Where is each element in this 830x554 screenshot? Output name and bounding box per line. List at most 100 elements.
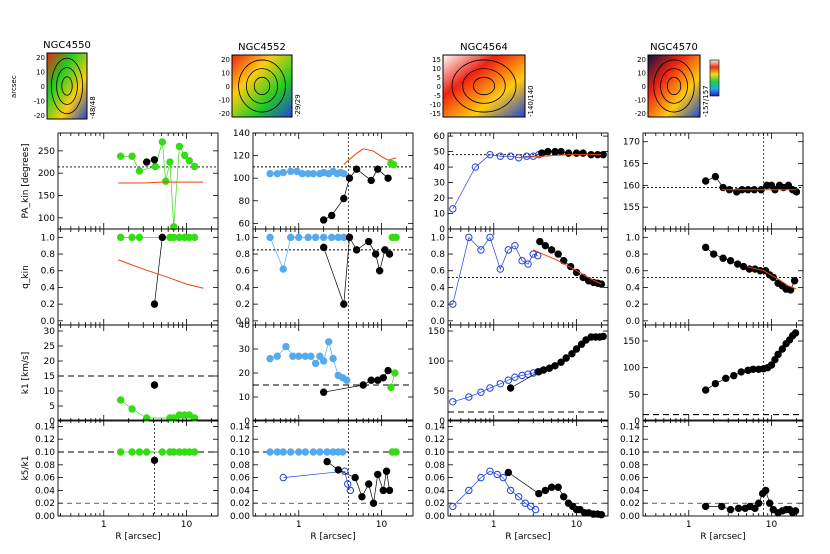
- y-tick-label: 0.08: [35, 461, 55, 471]
- y-tick-label: 0.02: [620, 499, 640, 509]
- isophote-contour: [660, 68, 688, 104]
- y-tick-label: 60: [434, 132, 446, 142]
- y-tick-label: 0: [244, 417, 250, 427]
- data-point: [359, 381, 367, 389]
- series-connector: [452, 154, 539, 210]
- data-point: [387, 383, 395, 392]
- y-tick-label: 0.12: [620, 435, 640, 445]
- data-point: [304, 233, 312, 242]
- y-tick-label: 0.0: [236, 317, 251, 327]
- y-tick-label: 0.00: [425, 512, 445, 522]
- series-connector: [154, 237, 163, 305]
- series-connector: [269, 236, 344, 271]
- y-tick-label: 150: [38, 192, 55, 202]
- y-tick-label: 1.0: [626, 233, 641, 243]
- x-tick-label: 10: [571, 520, 583, 530]
- map-tick-label: 20: [637, 56, 646, 64]
- y-tick-label: 0.14: [620, 422, 640, 432]
- data-point: [150, 381, 159, 389]
- data-point: [116, 152, 125, 160]
- y-axis-label: q_kin: [21, 265, 31, 289]
- data-point: [389, 160, 398, 169]
- y-tick-label: 50: [434, 148, 446, 158]
- data-point: [465, 393, 473, 401]
- y-tick-label: 100: [428, 357, 445, 367]
- map-tick-label: 10: [221, 70, 230, 78]
- data-point: [158, 233, 167, 242]
- data-point: [709, 250, 718, 258]
- y-tick-label: 0.6: [626, 267, 641, 277]
- panel-frame: [57, 132, 219, 230]
- y-tick-label: 0.04: [230, 486, 250, 496]
- data-point: [371, 250, 380, 258]
- y-tick-label: 10: [44, 387, 56, 397]
- y-tick-label: 50: [629, 390, 641, 400]
- y-tick-label: 0.14: [230, 422, 250, 432]
- y-tick-label: 1.0: [236, 233, 251, 243]
- y-tick-label: 0.00: [35, 512, 55, 522]
- data-point: [701, 502, 710, 511]
- y-tick-label: 10: [434, 210, 446, 220]
- data-point: [506, 152, 515, 160]
- data-point: [352, 246, 361, 254]
- data-point: [301, 448, 310, 456]
- x-tick-label: 1: [296, 520, 302, 530]
- data-point: [367, 376, 375, 384]
- data-point: [504, 376, 513, 384]
- isophote-contour: [653, 59, 695, 113]
- y-tick-label: 0.12: [35, 435, 55, 445]
- map-tick-label: 5: [437, 74, 441, 82]
- data-point: [449, 300, 457, 308]
- data-point: [722, 374, 730, 383]
- data-point: [279, 168, 287, 177]
- data-point: [340, 169, 348, 178]
- data-point: [150, 300, 159, 308]
- data-point: [327, 233, 336, 242]
- y-tick-label: 15: [44, 372, 55, 382]
- data-point: [351, 473, 359, 482]
- map-tick-label: -15: [430, 110, 441, 118]
- data-point: [352, 165, 361, 173]
- data-point: [547, 246, 556, 254]
- isophote-contour: [238, 59, 286, 113]
- data-point: [597, 511, 606, 519]
- data-point: [340, 300, 348, 308]
- isophote-contour: [245, 68, 278, 104]
- data-point: [379, 486, 387, 495]
- panel-frame: [252, 228, 414, 326]
- y-tick-label: 0.10: [230, 448, 250, 458]
- data-point: [755, 499, 763, 507]
- data-point: [375, 267, 384, 275]
- data-point: [791, 507, 800, 515]
- data-point: [572, 345, 581, 353]
- panel-frame: [57, 419, 219, 517]
- data-point: [279, 265, 287, 273]
- data-point: [367, 176, 375, 185]
- y-tick-label: 0.08: [230, 461, 250, 471]
- y-tick-label: 30: [44, 327, 56, 337]
- data-point: [486, 150, 494, 159]
- data-point: [730, 371, 738, 380]
- data-point: [499, 473, 507, 482]
- data-point: [319, 388, 328, 396]
- data-point: [449, 205, 457, 213]
- data-point: [524, 370, 532, 378]
- data-point: [379, 374, 387, 382]
- data-point: [279, 448, 287, 456]
- map-range-label: -140/140: [527, 85, 535, 117]
- data-point: [319, 243, 328, 252]
- y-tick-label: 0.10: [35, 448, 55, 458]
- data-point: [579, 149, 587, 157]
- y-tick-label: 100: [233, 174, 250, 184]
- galaxy-title: NGC4570: [650, 42, 698, 53]
- panel-frame: [57, 324, 219, 422]
- y-tick-label: 0.8: [236, 250, 251, 260]
- data-point: [486, 467, 494, 475]
- isophote-contour: [51, 57, 84, 115]
- data-point: [726, 257, 735, 265]
- data-point: [316, 448, 324, 456]
- model-curve: [118, 259, 204, 289]
- data-point: [734, 504, 743, 513]
- data-point: [506, 486, 515, 495]
- data-point: [324, 338, 333, 346]
